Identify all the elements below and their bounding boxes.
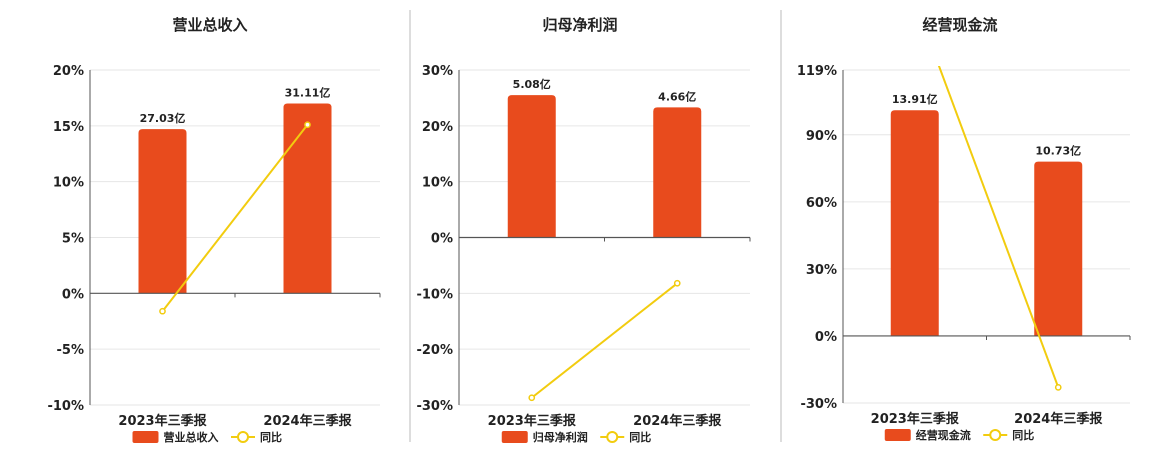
x-category-label: 2023年三季报 bbox=[488, 413, 577, 429]
chart-title: 归母净利润 bbox=[542, 16, 617, 34]
y-tick-label: 90% bbox=[806, 129, 837, 144]
y-tick-label: -30% bbox=[800, 397, 837, 412]
line-point bbox=[528, 394, 536, 402]
line-point bbox=[1054, 384, 1062, 391]
bar bbox=[507, 95, 556, 238]
bar bbox=[653, 107, 702, 238]
bar-data-label: 31.11亿 bbox=[285, 86, 331, 100]
x-category-label: 2024年三季报 bbox=[263, 413, 352, 429]
legend-label: 经营现金流 bbox=[916, 428, 971, 442]
series-line-yoy bbox=[531, 282, 678, 399]
y-tick-label: 10% bbox=[422, 176, 453, 191]
legend-label: 营业总收入 bbox=[164, 430, 219, 444]
legend-label: 同比 bbox=[1012, 428, 1034, 442]
legend-swatch-bar bbox=[132, 431, 159, 443]
x-category-label: 2024年三季报 bbox=[633, 413, 722, 429]
y-tick-label: 30% bbox=[806, 263, 837, 278]
y-tick-label: -5% bbox=[57, 343, 84, 358]
bar-data-label: 4.66亿 bbox=[658, 89, 696, 103]
bar-data-label: 10.73亿 bbox=[1035, 144, 1081, 158]
y-tick-label: -20% bbox=[416, 343, 453, 358]
legend-label: 归母净利润 bbox=[533, 430, 588, 444]
chart-title: 经营现金流 bbox=[922, 16, 997, 34]
chart-panel-3: 经营现金流 119% 90% 60% 30% 0% -30% 13.91亿 10.73亿 2023… bbox=[797, 16, 1131, 442]
bar bbox=[138, 129, 187, 294]
bar bbox=[890, 110, 939, 336]
y-tick-label: -10% bbox=[416, 287, 453, 302]
x-category-label: 2023年三季报 bbox=[871, 411, 960, 427]
series-line-yoy bbox=[937, 66, 1060, 388]
line-point bbox=[673, 279, 681, 287]
chart-panel-2: 归母净利润 30% 20% 10% 0% -10% -20% -30% 5.08亿 4.66亿 20… bbox=[416, 16, 751, 444]
legend-swatch-marker bbox=[989, 429, 1002, 441]
legend-label: 同比 bbox=[629, 430, 651, 444]
y-tick-label: 119% bbox=[797, 64, 837, 79]
y-tick-label: 60% bbox=[806, 196, 837, 211]
legend-swatch-marker bbox=[237, 431, 249, 443]
x-category-label: 2023年三季报 bbox=[118, 413, 207, 429]
y-tick-label: 30% bbox=[422, 64, 453, 79]
chart-panel-1: 营业总收入 20% 15% 10% 5% 0% -5% -10% 27.03亿 31.11亿 202… bbox=[47, 16, 381, 444]
bar-data-label: 5.08亿 bbox=[513, 77, 551, 91]
chart-title: 营业总收入 bbox=[172, 16, 247, 34]
y-tick-label: 20% bbox=[422, 120, 453, 135]
y-tick-label: 5% bbox=[62, 232, 84, 247]
bar bbox=[1034, 161, 1083, 336]
y-tick-label: 15% bbox=[53, 120, 84, 135]
y-tick-label: 10% bbox=[53, 176, 84, 191]
legend-swatch-bar bbox=[501, 431, 528, 443]
y-tick-label: 0% bbox=[62, 287, 84, 302]
bar-data-label: 13.91亿 bbox=[892, 92, 938, 106]
y-tick-label: 0% bbox=[815, 330, 837, 345]
bar-data-label: 27.03亿 bbox=[140, 111, 186, 125]
y-tick-label: -30% bbox=[416, 399, 453, 414]
series-line-yoy bbox=[161, 124, 309, 312]
bar bbox=[283, 103, 332, 294]
line-point bbox=[304, 121, 311, 129]
x-category-label: 2024年三季报 bbox=[1014, 411, 1103, 427]
legend-label: 同比 bbox=[260, 430, 282, 444]
legend-swatch-marker bbox=[606, 431, 619, 443]
line-point bbox=[159, 307, 166, 315]
y-tick-label: -10% bbox=[47, 399, 84, 414]
y-tick-label: 20% bbox=[53, 64, 84, 79]
y-tick-label: 0% bbox=[431, 232, 453, 247]
legend-swatch-bar bbox=[884, 429, 911, 441]
